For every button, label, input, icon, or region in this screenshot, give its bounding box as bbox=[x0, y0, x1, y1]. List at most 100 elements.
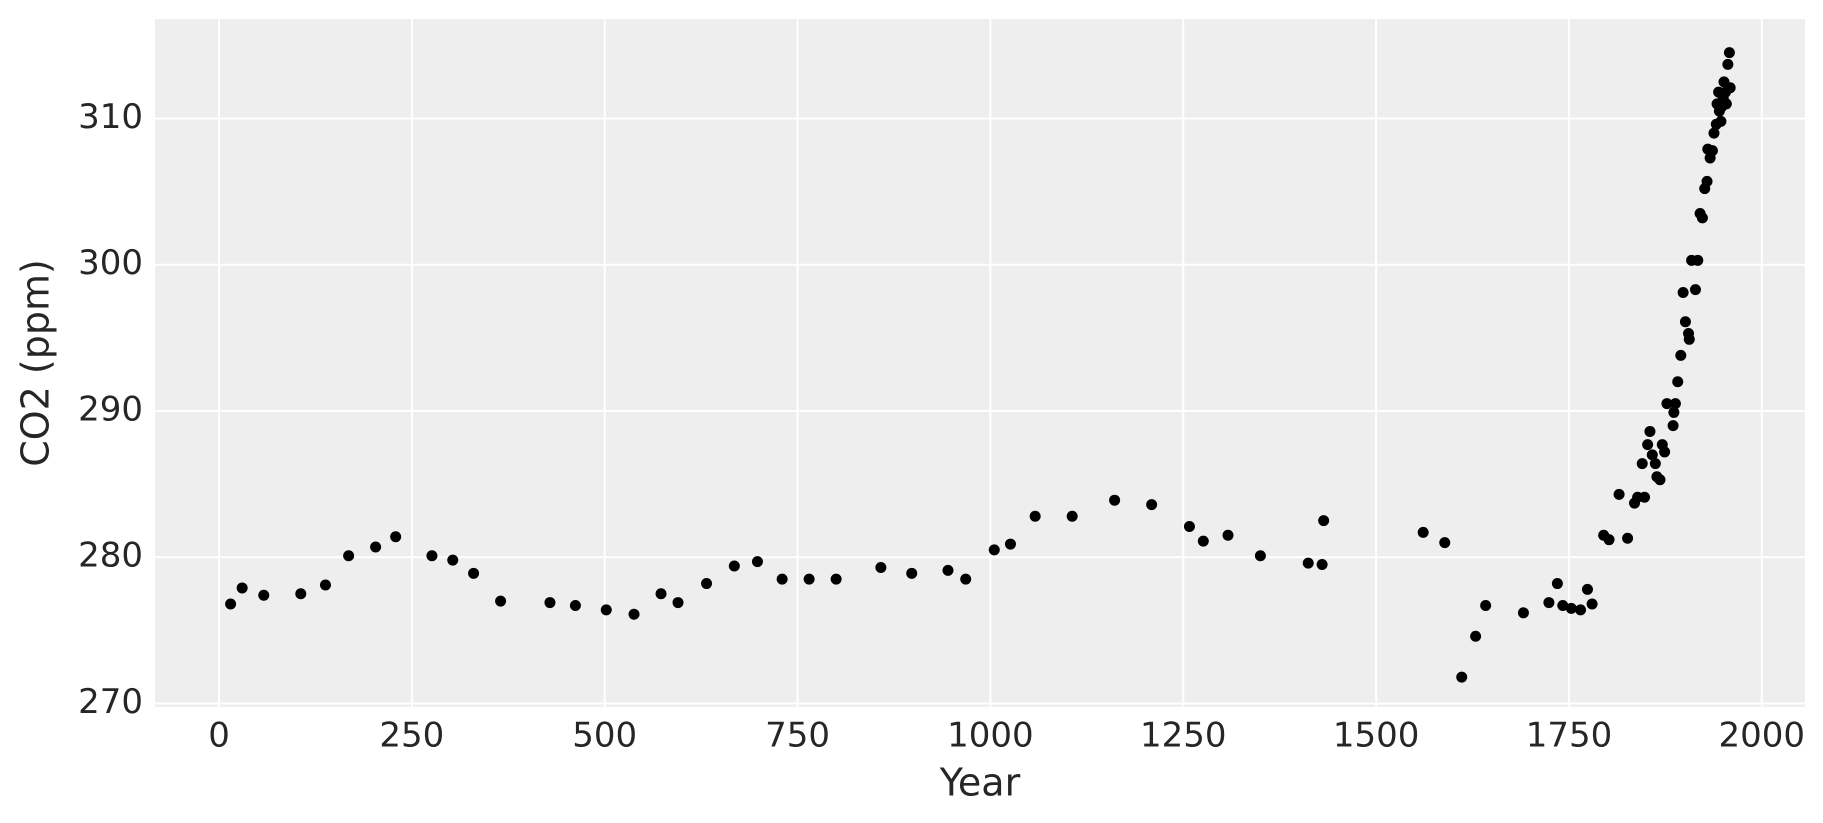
point bbox=[1639, 491, 1651, 503]
point bbox=[1636, 458, 1648, 470]
point bbox=[1722, 58, 1734, 70]
point bbox=[319, 579, 331, 591]
point bbox=[1724, 82, 1736, 94]
point bbox=[776, 573, 788, 585]
point bbox=[370, 541, 382, 553]
point bbox=[1066, 510, 1078, 522]
point bbox=[1456, 671, 1468, 683]
y-tick-label: 300 bbox=[78, 243, 143, 283]
point bbox=[1715, 115, 1727, 127]
point bbox=[960, 573, 972, 585]
point bbox=[1669, 398, 1681, 410]
point bbox=[225, 598, 237, 610]
point bbox=[1659, 446, 1671, 458]
x-tick-label: 2000 bbox=[1719, 716, 1806, 756]
point bbox=[906, 567, 918, 579]
x-tick-label: 500 bbox=[572, 716, 637, 756]
point bbox=[1254, 550, 1266, 562]
y-tick-label: 270 bbox=[78, 682, 143, 722]
point bbox=[1517, 607, 1529, 619]
x-tick-label: 1500 bbox=[1333, 716, 1420, 756]
x-axis-label: Year bbox=[939, 761, 1021, 805]
point bbox=[1565, 602, 1577, 614]
point bbox=[628, 608, 640, 620]
point bbox=[1439, 537, 1451, 549]
point bbox=[1480, 599, 1492, 611]
point bbox=[1646, 449, 1658, 461]
point bbox=[1692, 254, 1704, 266]
point bbox=[875, 561, 887, 573]
point bbox=[1109, 494, 1121, 506]
point bbox=[1302, 557, 1314, 569]
point bbox=[1696, 212, 1708, 224]
point bbox=[830, 573, 842, 585]
point bbox=[1672, 376, 1684, 388]
point bbox=[1197, 535, 1209, 547]
point bbox=[295, 588, 307, 600]
point bbox=[1706, 145, 1718, 157]
point bbox=[1649, 458, 1661, 470]
x-tick-label: 1000 bbox=[947, 716, 1034, 756]
point bbox=[1613, 488, 1625, 500]
point bbox=[1701, 175, 1713, 187]
point bbox=[569, 599, 581, 611]
plot-area bbox=[155, 19, 1805, 707]
x-tick-label: 750 bbox=[765, 716, 830, 756]
point bbox=[1551, 578, 1563, 590]
point bbox=[1683, 333, 1695, 345]
point bbox=[1642, 439, 1654, 451]
point bbox=[1586, 598, 1598, 610]
point bbox=[803, 573, 815, 585]
point bbox=[1543, 597, 1555, 609]
point bbox=[1677, 287, 1689, 299]
y-tick-label: 280 bbox=[78, 536, 143, 576]
y-tick-label: 290 bbox=[78, 389, 143, 429]
point bbox=[1470, 630, 1482, 642]
x-tick-label: 0 bbox=[208, 716, 230, 756]
point bbox=[343, 550, 355, 562]
point bbox=[1575, 604, 1587, 616]
point bbox=[1603, 534, 1615, 546]
point bbox=[447, 554, 459, 566]
point bbox=[1318, 515, 1330, 527]
point bbox=[988, 544, 1000, 556]
point bbox=[1668, 406, 1680, 418]
y-tick-label: 310 bbox=[78, 97, 143, 137]
point bbox=[1004, 538, 1016, 550]
point bbox=[468, 567, 480, 579]
point bbox=[1661, 398, 1673, 410]
point bbox=[1667, 420, 1679, 432]
point bbox=[655, 588, 667, 600]
point bbox=[1720, 98, 1732, 110]
point bbox=[1644, 425, 1656, 437]
x-tick-label: 1750 bbox=[1526, 716, 1613, 756]
point bbox=[495, 595, 507, 607]
point bbox=[1723, 47, 1735, 59]
point bbox=[1679, 316, 1691, 328]
point bbox=[751, 556, 763, 568]
point bbox=[1581, 583, 1593, 595]
point bbox=[600, 604, 612, 616]
point bbox=[701, 578, 713, 590]
point bbox=[236, 582, 248, 594]
point bbox=[1557, 599, 1569, 611]
point bbox=[1654, 474, 1666, 486]
point bbox=[1417, 526, 1429, 538]
y-axis-label: CO2 (ppm) bbox=[14, 259, 58, 467]
point bbox=[1675, 349, 1687, 361]
point bbox=[544, 597, 556, 609]
point bbox=[1316, 559, 1328, 571]
point bbox=[1222, 529, 1234, 541]
point bbox=[1708, 127, 1720, 139]
point bbox=[728, 560, 740, 572]
point bbox=[1146, 499, 1158, 511]
point bbox=[258, 589, 270, 601]
point bbox=[1183, 521, 1195, 533]
point bbox=[1622, 532, 1634, 544]
point bbox=[390, 531, 402, 543]
point bbox=[1689, 284, 1701, 296]
point bbox=[426, 550, 438, 562]
x-tick-label: 1250 bbox=[1140, 716, 1227, 756]
point bbox=[672, 597, 684, 609]
